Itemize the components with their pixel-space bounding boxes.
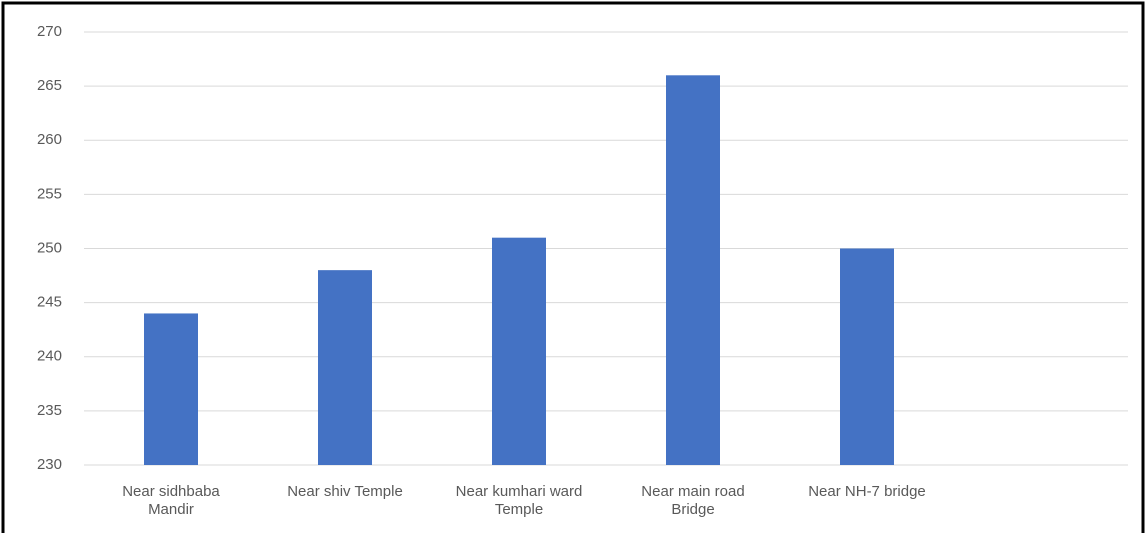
y-tick-label: 270 — [37, 23, 62, 40]
y-tick-label: 245 — [37, 294, 62, 311]
y-tick-label: 240 — [37, 348, 62, 365]
bar — [840, 248, 894, 465]
y-tick-label: 255 — [37, 185, 62, 202]
x-tick-label: Near NH-7 bridge — [808, 483, 926, 500]
y-tick-label: 250 — [37, 239, 62, 256]
y-tick-label: 230 — [37, 456, 62, 473]
y-tick-label: 260 — [37, 131, 62, 148]
bar — [318, 270, 372, 465]
x-tick-label: Near kumhari ward Temple — [455, 483, 583, 518]
x-tick-label: Near main road Bridge — [641, 483, 745, 518]
x-tick-label: Near sidhbaba Mandir — [122, 483, 220, 518]
bar — [666, 75, 720, 466]
bar — [144, 313, 198, 465]
y-tick-label: 265 — [37, 77, 62, 94]
x-tick-label: Near shiv Temple — [287, 483, 403, 500]
y-tick-label: 235 — [37, 402, 62, 419]
bar — [492, 237, 546, 465]
